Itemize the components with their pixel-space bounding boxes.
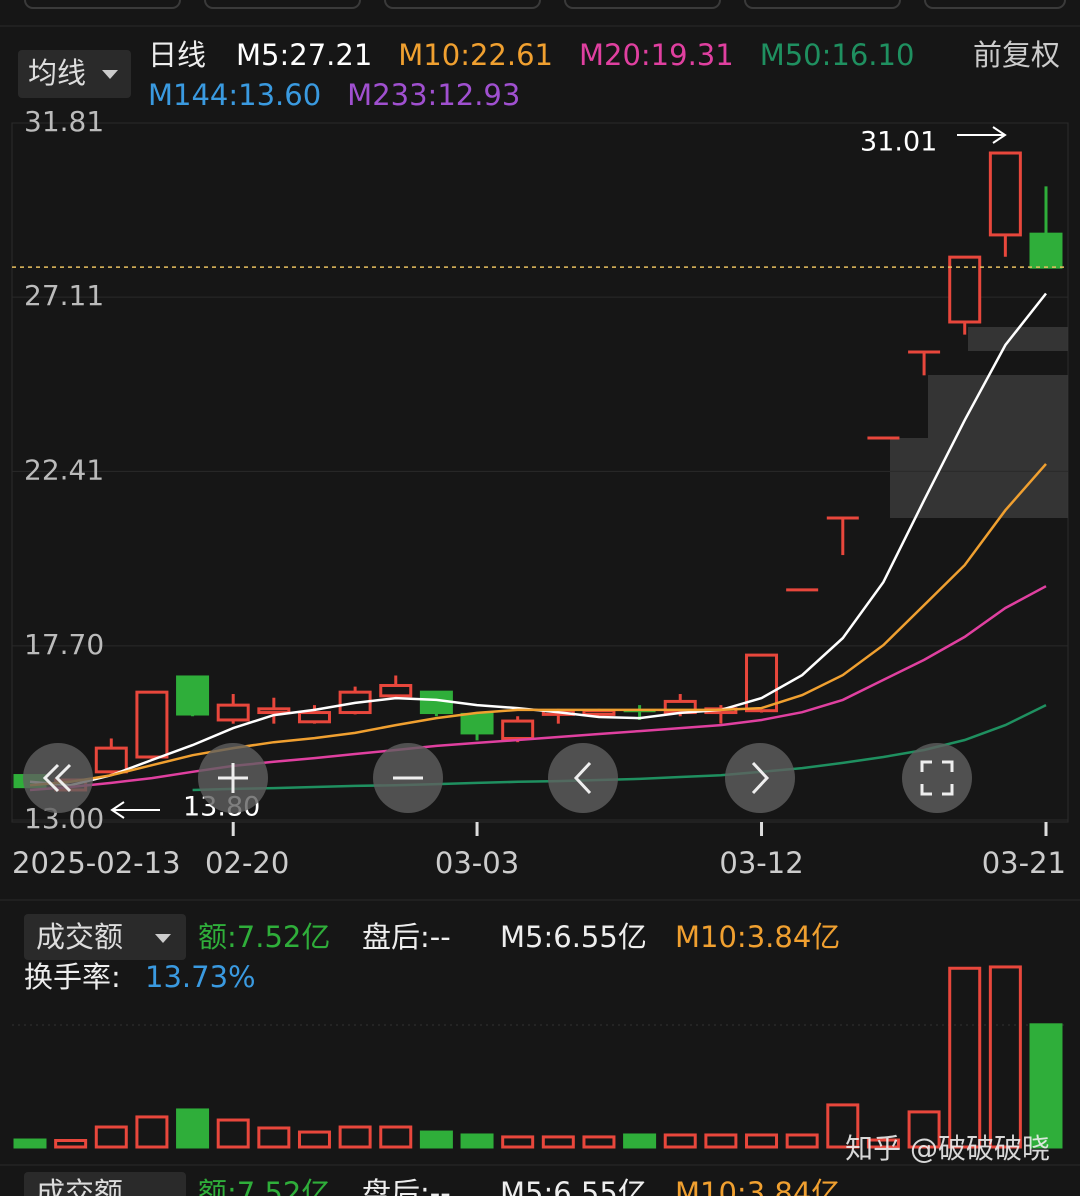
chip-distribution [890, 327, 1068, 518]
indicator-button[interactable] [18, 50, 131, 98]
m5-label: M5:6.55亿 [500, 920, 647, 954]
volume-bar [745, 1133, 779, 1149]
volume-bar [663, 1133, 697, 1149]
after-hours-label: 盘后:-- [362, 1176, 451, 1196]
y-tick-label: 31.81 [24, 105, 104, 138]
indicator-button[interactable] [24, 914, 186, 960]
y-tick-label: 17.70 [24, 628, 104, 661]
volume-bar [94, 1125, 128, 1149]
legend-entry: M5:27.21 [236, 38, 372, 72]
volume-bar [948, 966, 982, 1149]
turnover-label: 换手率: [24, 960, 121, 994]
tab[interactable] [924, 0, 1066, 9]
x-tick-label: 03-21 [982, 846, 1066, 880]
amount-label: 额:7.52亿 [198, 920, 330, 954]
candle-body [257, 707, 291, 715]
volume-bar [338, 1125, 372, 1149]
candle-body [135, 690, 169, 759]
indicator-label: 均线 [28, 56, 86, 90]
dropdown-icon [155, 934, 171, 943]
volume-bar [582, 1135, 616, 1149]
volume-bar [419, 1130, 453, 1149]
volume-title: 成交额 [36, 920, 123, 954]
y-tick-label: 22.41 [24, 453, 104, 486]
indicator-button[interactable] [24, 1172, 186, 1196]
tab[interactable] [24, 0, 181, 9]
legend-entry: M233:12.93 [347, 78, 520, 112]
candle-body [948, 255, 982, 324]
volume-bar [623, 1133, 657, 1149]
volume-bar [176, 1108, 210, 1149]
volume-bar [460, 1133, 494, 1149]
tab[interactable] [564, 0, 721, 9]
amount-label: 额:7.52亿 [198, 1176, 330, 1196]
candle-body [582, 709, 616, 716]
volume-bar [54, 1139, 88, 1149]
m10-label: M10:3.84亿 [675, 1176, 840, 1196]
volume-bar [379, 1125, 413, 1149]
x-tick-label: 2025-02-13 [12, 846, 181, 880]
tab[interactable] [384, 0, 541, 9]
tab[interactable] [744, 0, 901, 9]
volume-bar [13, 1138, 47, 1149]
candle-body [216, 703, 250, 722]
x-tick-label: 03-03 [435, 846, 519, 880]
arrow [110, 801, 160, 819]
y-tick-label: 27.11 [24, 279, 104, 312]
legend-entry: M20:19.31 [579, 38, 734, 72]
volume-bar [1029, 1023, 1063, 1149]
arrow [957, 126, 1007, 144]
candle-body [988, 151, 1022, 237]
volume-bar [988, 965, 1022, 1149]
volume-bar [785, 1133, 819, 1149]
volume-bar [907, 1110, 941, 1149]
period-label: 日线 [148, 38, 206, 72]
turnover-value: 13.73% [145, 960, 256, 994]
adjust-label[interactable]: 前复权 [973, 38, 1060, 72]
volume-bar [135, 1115, 169, 1149]
top-tabs [24, 0, 1066, 9]
candle-body [94, 746, 128, 774]
volume-bar [216, 1118, 250, 1149]
m10-label: M10:3.84亿 [675, 920, 840, 954]
legend-entry: M50:16.10 [760, 38, 915, 72]
y-tick-label: 13.00 [24, 802, 104, 835]
candle-body [297, 711, 331, 724]
volume-bar [866, 1138, 900, 1149]
volume-bar [297, 1130, 331, 1149]
candle-body [501, 719, 535, 740]
candle-body [1029, 232, 1063, 269]
dropdown-icon [102, 70, 118, 79]
volume-bar [826, 1103, 860, 1149]
chip-block [890, 438, 1068, 518]
after-hours-label: 盘后:-- [362, 920, 451, 954]
volume-bar [541, 1135, 575, 1149]
x-tick-label: 02-20 [205, 846, 289, 880]
candle-body [176, 675, 210, 716]
tab[interactable] [204, 0, 361, 9]
low-annotation: 13.80 [183, 792, 260, 823]
candle-body [460, 712, 494, 735]
volume-bar [501, 1135, 535, 1149]
chip-block [928, 375, 1068, 438]
x-tick-label: 03-12 [719, 846, 803, 880]
watermark: 知乎 @破破破晓 [845, 1132, 1050, 1165]
m5-label: M5:6.55亿 [500, 1176, 647, 1196]
volume-bar [704, 1133, 738, 1149]
candle-body [379, 683, 413, 698]
legend-entry: M144:13.60 [148, 78, 321, 112]
high-annotation: 31.01 [860, 127, 937, 158]
volume-title: 成交额 [36, 1176, 123, 1196]
legend-entry: M10:22.61 [398, 38, 553, 72]
volume-bar [257, 1126, 291, 1149]
